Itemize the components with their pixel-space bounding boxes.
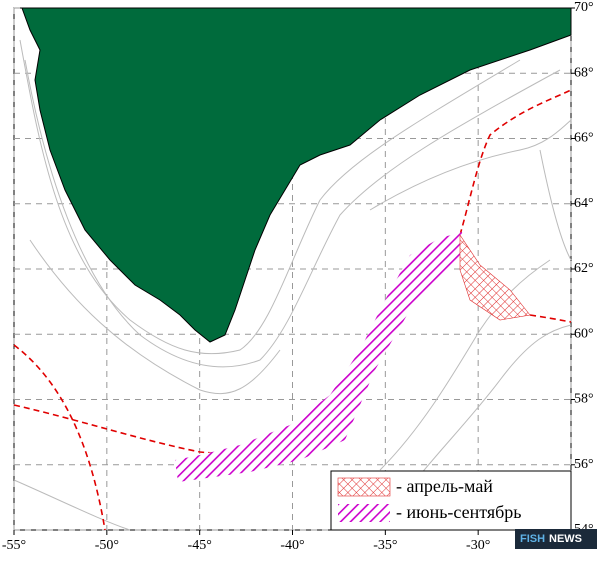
x-tick-label: -45° (188, 538, 212, 553)
y-tick-label: 62° (574, 261, 594, 276)
x-tick-label: -30° (466, 538, 490, 553)
legend-label: - апрель-май (396, 476, 493, 496)
bathymetry (13, 39, 572, 531)
june-september-area (175, 232, 465, 482)
y-tick-label: 68° (574, 65, 594, 80)
legend-label: - июнь-сентябрь (396, 502, 522, 522)
x-tick-label: -35° (373, 538, 397, 553)
watermark-bg (515, 529, 597, 549)
legend-swatch (337, 477, 391, 497)
y-tick-label: 58° (574, 392, 594, 407)
watermark-text: FISH (520, 533, 545, 545)
y-tick-label: 56° (574, 457, 594, 472)
boundary-line (13, 344, 106, 531)
boundary-line (459, 89, 572, 236)
watermark: FISH NEWS (515, 529, 597, 549)
legend-swatch (338, 504, 390, 522)
y-tick-label: 64° (574, 196, 594, 211)
boundary-line (529, 314, 572, 323)
x-tick-label: -40° (280, 538, 304, 553)
x-tick-label: -55° (2, 538, 26, 553)
april-may-area (459, 234, 531, 321)
x-tick-label: -50° (95, 538, 119, 553)
legend: - апрель-май - июнь-сентябрь (330, 470, 572, 531)
y-tick-label: 60° (574, 326, 594, 341)
watermark-text: NEWS (549, 533, 582, 545)
y-tick-label: 66° (574, 131, 594, 146)
greenland (21, 7, 572, 343)
y-tick-label: 70° (574, 0, 594, 15)
